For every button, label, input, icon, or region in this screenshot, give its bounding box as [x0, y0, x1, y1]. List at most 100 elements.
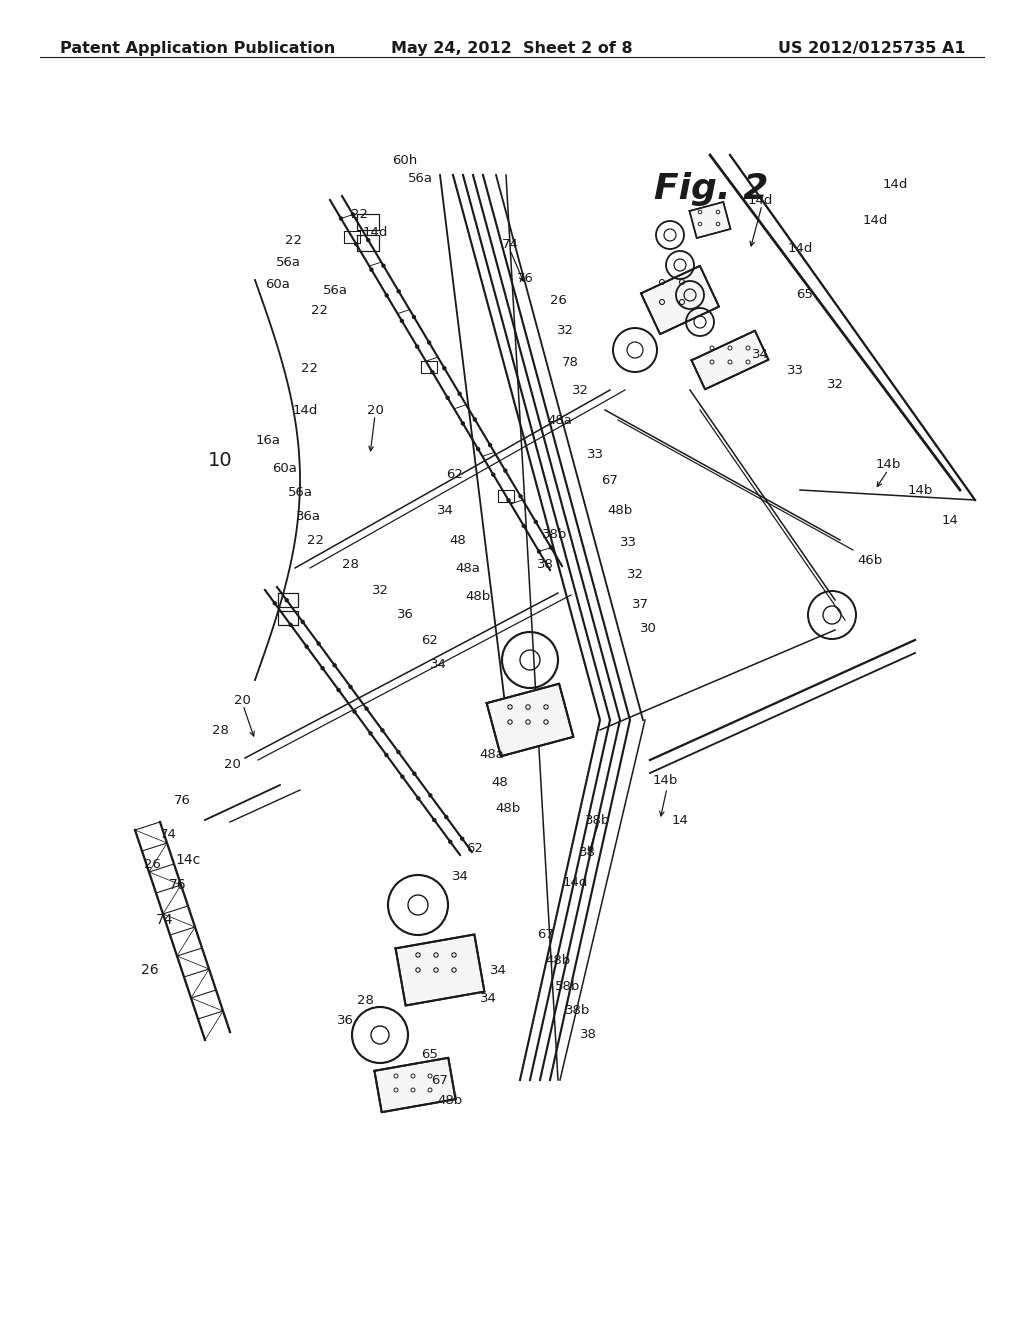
Text: 26: 26 — [141, 964, 159, 977]
Text: 28: 28 — [356, 994, 374, 1006]
Text: 74: 74 — [502, 239, 518, 252]
Text: 60h: 60h — [392, 153, 418, 166]
Circle shape — [354, 242, 358, 247]
Text: 30: 30 — [640, 622, 656, 635]
Text: 74: 74 — [157, 913, 174, 927]
Text: 36: 36 — [337, 1014, 353, 1027]
Circle shape — [416, 796, 421, 801]
Text: 48: 48 — [492, 776, 508, 788]
Polygon shape — [691, 331, 768, 389]
Text: 14c: 14c — [175, 853, 201, 867]
Text: 32: 32 — [571, 384, 589, 396]
Text: 48a: 48a — [456, 561, 480, 574]
Text: 48b: 48b — [496, 801, 520, 814]
Circle shape — [365, 706, 369, 711]
Text: 22: 22 — [306, 533, 324, 546]
Circle shape — [369, 731, 373, 735]
Text: 56a: 56a — [323, 284, 347, 297]
Text: 33: 33 — [587, 449, 603, 462]
Text: 38b: 38b — [565, 1003, 591, 1016]
Circle shape — [333, 663, 337, 668]
Text: 14b: 14b — [652, 774, 678, 787]
Circle shape — [492, 473, 496, 477]
Text: 26: 26 — [143, 858, 161, 871]
Text: 38: 38 — [537, 558, 553, 572]
Text: 62: 62 — [467, 842, 483, 854]
Text: 48b: 48b — [546, 953, 570, 966]
Text: 20: 20 — [367, 404, 383, 417]
Text: 10: 10 — [208, 450, 232, 470]
Circle shape — [432, 818, 436, 822]
Circle shape — [348, 685, 353, 689]
Text: May 24, 2012  Sheet 2 of 8: May 24, 2012 Sheet 2 of 8 — [391, 41, 633, 55]
Circle shape — [366, 238, 371, 243]
Circle shape — [396, 750, 400, 754]
Text: 48a: 48a — [479, 748, 505, 762]
Text: 74: 74 — [160, 829, 176, 842]
Circle shape — [412, 314, 416, 319]
Text: Fig. 2: Fig. 2 — [654, 172, 769, 206]
Circle shape — [300, 619, 305, 624]
Text: 38b: 38b — [543, 528, 567, 541]
Text: 56a: 56a — [408, 172, 432, 185]
Text: 65: 65 — [422, 1048, 438, 1061]
Text: 62: 62 — [446, 469, 464, 482]
Text: 22: 22 — [286, 234, 302, 247]
Text: 38: 38 — [579, 846, 595, 858]
Polygon shape — [395, 935, 484, 1006]
Circle shape — [487, 442, 493, 447]
Text: Patent Application Publication: Patent Application Publication — [60, 41, 335, 55]
Text: 76: 76 — [516, 272, 534, 285]
Circle shape — [549, 545, 553, 549]
Text: 14b: 14b — [907, 483, 933, 496]
Text: 60a: 60a — [272, 462, 297, 474]
Text: 48b: 48b — [437, 1093, 463, 1106]
Circle shape — [396, 289, 400, 293]
Text: 22: 22 — [301, 362, 318, 375]
Text: 34: 34 — [479, 991, 497, 1005]
Circle shape — [506, 498, 511, 503]
Text: 60a: 60a — [265, 279, 291, 292]
Text: 16a: 16a — [256, 433, 281, 446]
Circle shape — [370, 268, 374, 272]
Circle shape — [285, 598, 289, 602]
Text: 32: 32 — [556, 323, 573, 337]
Text: 34: 34 — [429, 659, 446, 672]
Circle shape — [449, 840, 453, 843]
Text: 62: 62 — [422, 634, 438, 647]
Circle shape — [381, 264, 386, 268]
Text: 14d: 14d — [748, 194, 773, 206]
Circle shape — [430, 370, 434, 375]
Text: 78: 78 — [561, 355, 579, 368]
Circle shape — [427, 341, 431, 345]
Text: 28: 28 — [212, 723, 228, 737]
Polygon shape — [486, 684, 573, 756]
Circle shape — [461, 421, 465, 425]
Text: 34: 34 — [452, 870, 468, 883]
Text: 14d: 14d — [862, 214, 888, 227]
Text: 14d: 14d — [787, 242, 813, 255]
Circle shape — [415, 345, 420, 348]
Text: 32: 32 — [826, 379, 844, 392]
Text: 37: 37 — [632, 598, 648, 611]
Circle shape — [380, 729, 385, 733]
Circle shape — [458, 392, 462, 396]
Text: 32: 32 — [372, 583, 388, 597]
Circle shape — [521, 524, 526, 528]
Text: 34: 34 — [436, 503, 454, 516]
Text: 48: 48 — [450, 533, 466, 546]
Text: 33: 33 — [786, 363, 804, 376]
Text: 22: 22 — [351, 209, 369, 222]
Circle shape — [336, 688, 341, 692]
Circle shape — [339, 216, 343, 220]
Text: 32: 32 — [627, 569, 643, 582]
Text: 14b: 14b — [876, 458, 901, 471]
Text: 58b: 58b — [555, 979, 581, 993]
Circle shape — [473, 417, 477, 421]
Text: 14d: 14d — [292, 404, 317, 417]
Circle shape — [537, 549, 542, 553]
Text: 20: 20 — [233, 693, 251, 706]
Circle shape — [503, 469, 508, 473]
Circle shape — [321, 667, 325, 671]
Text: 34: 34 — [752, 348, 768, 362]
